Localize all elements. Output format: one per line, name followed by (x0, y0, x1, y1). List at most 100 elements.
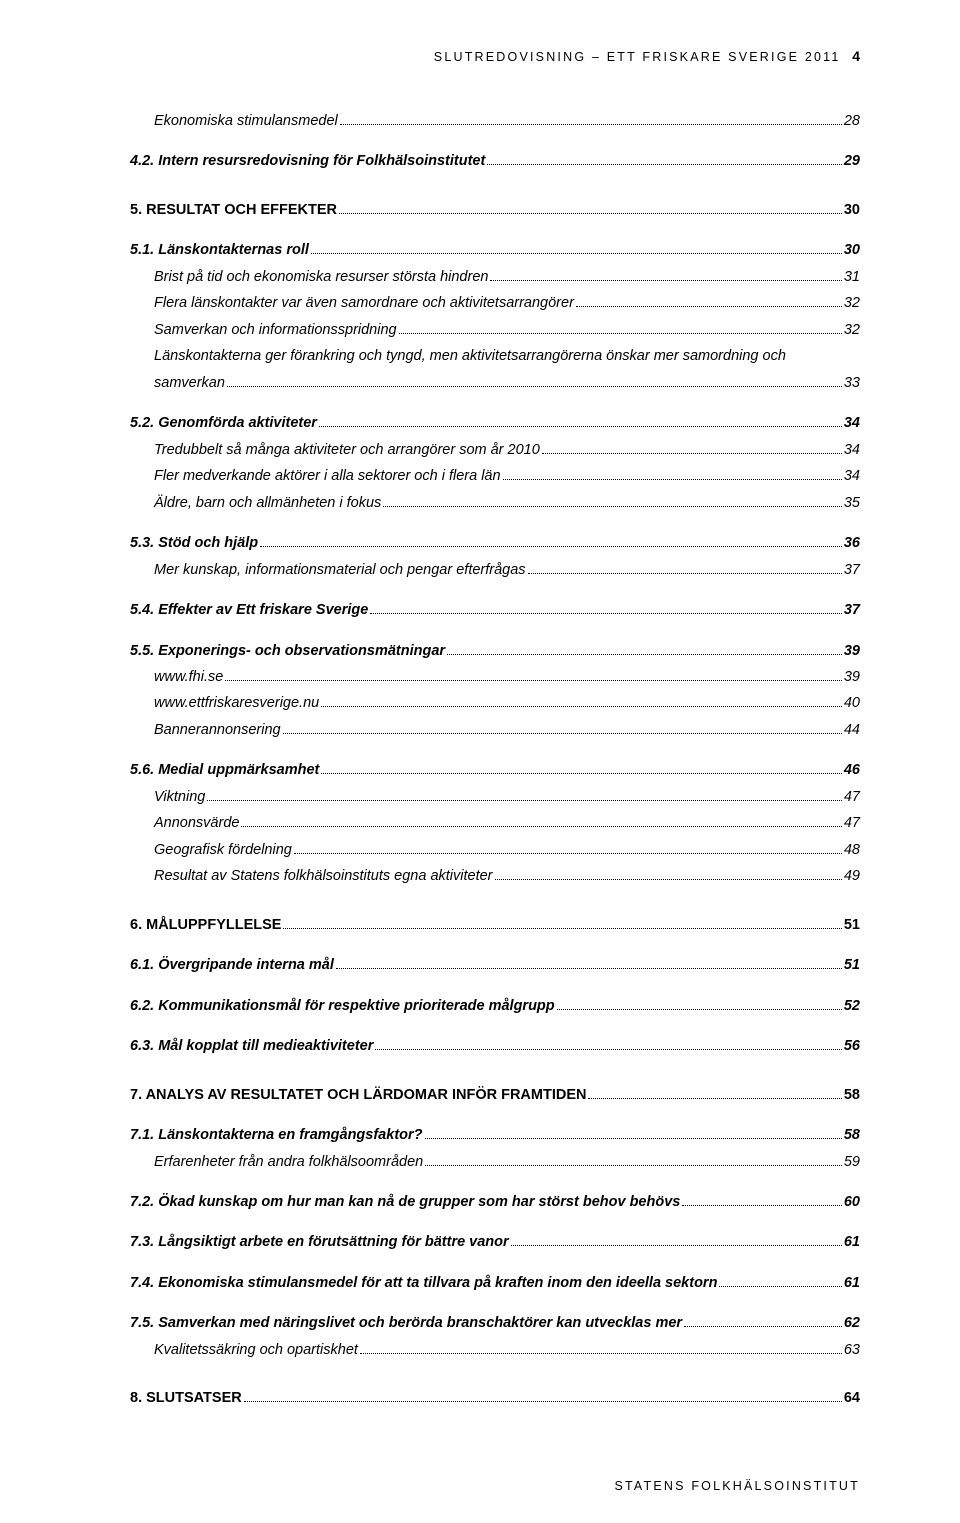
toc-label: Flera länskontakter var även samordnare … (154, 292, 574, 314)
toc-leader (542, 444, 842, 454)
toc-label: 8. SLUTSATSER (130, 1387, 242, 1409)
toc-page: 30 (844, 239, 860, 261)
toc-label: 6.2. Kommunikationsmål för respektive pr… (130, 995, 555, 1017)
toc-entry: 7.3. Långsiktigt arbete en förutsättning… (130, 1231, 860, 1253)
toc-leader (684, 1317, 842, 1327)
toc-entry: 5.1. Länskontakternas roll30 (130, 239, 860, 261)
toc-page: 39 (844, 640, 860, 662)
toc-page: 44 (844, 719, 860, 741)
toc-leader (375, 1040, 842, 1050)
toc-page: 61 (844, 1231, 860, 1253)
toc-label: www.ettfriskaresverige.nu (154, 692, 319, 714)
toc-entry: Tredubbelt så många aktiviteter och arra… (154, 439, 860, 461)
toc-label: 4.2. Intern resursredovisning för Folkhä… (130, 150, 485, 172)
toc-leader (227, 377, 842, 387)
toc-page: 48 (844, 839, 860, 861)
toc-page: 32 (844, 319, 860, 341)
toc-label: 7.5. Samverkan med näringslivet och berö… (130, 1312, 682, 1334)
toc-leader (283, 919, 841, 929)
toc-label: 6. MÅLUPPFYLLELSE (130, 914, 281, 936)
toc-entry: Resultat av Statens folkhälsoinstituts e… (154, 865, 860, 887)
toc-page: 34 (844, 465, 860, 487)
running-head: SLUTREDOVISNING – ETT FRISKARE SVERIGE 2… (130, 48, 860, 64)
toc-page: 51 (844, 954, 860, 976)
toc-page: 47 (844, 786, 860, 808)
toc-entry: Viktning 47 (154, 786, 860, 808)
toc-entry: 6.3. Mål kopplat till medieaktiviteter56 (130, 1035, 860, 1057)
toc-label: 7.1. Länskontakterna en framgångsfaktor? (130, 1124, 423, 1146)
toc-page: 29 (844, 150, 860, 172)
toc-leader (225, 671, 842, 681)
toc-page: 30 (844, 199, 860, 221)
toc-entry: 6. MÅLUPPFYLLELSE 51 (130, 914, 860, 936)
toc-label: Länskontakterna ger förankring och tyngd… (154, 345, 786, 367)
toc-page: 61 (844, 1272, 860, 1294)
toc-leader (283, 724, 842, 734)
toc-leader (557, 1000, 842, 1010)
toc-label: Geografisk fördelning (154, 839, 292, 861)
toc-entry: 4.2. Intern resursredovisning för Folkhä… (130, 150, 860, 172)
toc-label: Brist på tid och ekonomiska resurser stö… (154, 266, 488, 288)
toc-label: Tredubbelt så många aktiviteter och arra… (154, 439, 540, 461)
toc-label: 5.6. Medial uppmärksamhet (130, 759, 319, 781)
toc-page: 64 (844, 1387, 860, 1409)
toc-entry: 7.4. Ekonomiska stimulansmedel för att t… (130, 1272, 860, 1294)
toc-label: 5.5. Exponerings- och observationsmätnin… (130, 640, 445, 662)
toc-entry: Geografisk fördelning 48 (154, 839, 860, 861)
toc-leader (383, 496, 842, 506)
toc-label: Viktning (154, 786, 205, 808)
toc-leader (719, 1277, 841, 1287)
toc-page: 36 (844, 532, 860, 554)
toc-label: 6.1. Övergripande interna mål (130, 954, 334, 976)
toc-page: 37 (844, 559, 860, 581)
toc-entry: Bannerannonsering 44 (154, 719, 860, 741)
toc-label: 7.3. Långsiktigt arbete en förutsättning… (130, 1231, 509, 1253)
toc-entry: Mer kunskap, informationsmaterial och pe… (154, 559, 860, 581)
toc-leader (207, 791, 842, 801)
toc-leader (294, 844, 842, 854)
toc-entry: 5.6. Medial uppmärksamhet46 (130, 759, 860, 781)
toc-page: 34 (844, 439, 860, 461)
toc-label: Bannerannonsering (154, 719, 281, 741)
toc-entry: 7.5. Samverkan med näringslivet och berö… (130, 1312, 860, 1334)
toc-page: 34 (844, 412, 860, 434)
toc-leader (319, 417, 842, 427)
toc-leader (244, 1392, 842, 1402)
toc-entry: Äldre, barn och allmänheten i fokus35 (154, 492, 860, 514)
toc-label: samverkan (154, 372, 225, 394)
toc-entry: www.fhi.se39 (154, 666, 860, 688)
toc-label: Fler medverkande aktörer i alla sektorer… (154, 465, 501, 487)
toc-page: 51 (844, 914, 860, 936)
toc-entry: Flera länskontakter var även samordnare … (154, 292, 860, 314)
toc-leader (495, 870, 842, 880)
toc-leader (321, 697, 842, 707)
toc-label: 5.3. Stöd och hjälp (130, 532, 258, 554)
toc-page: 31 (844, 266, 860, 288)
toc-label: 5.2. Genomförda aktiviteter (130, 412, 317, 434)
toc-page: 60 (844, 1191, 860, 1213)
toc-page: 39 (844, 666, 860, 688)
toc-leader (425, 1129, 842, 1139)
page-number: 4 (852, 48, 860, 64)
toc-leader (370, 604, 842, 614)
toc-leader (682, 1196, 842, 1206)
toc-entry: 5.4. Effekter av Ett friskare Sverige37 (130, 599, 860, 621)
toc-leader (588, 1088, 841, 1098)
toc-entry: Ekonomiska stimulansmedel28 (154, 110, 860, 132)
toc-entry: 5. RESULTAT OCH EFFEKTER30 (130, 199, 860, 221)
toc-entry: Brist på tid och ekonomiska resurser stö… (154, 266, 860, 288)
toc-leader (399, 324, 842, 334)
toc-entry: 7.1. Länskontakterna en framgångsfaktor?… (130, 1124, 860, 1146)
toc-leader (490, 271, 841, 281)
toc-entry: 6.1. Övergripande interna mål 51 (130, 954, 860, 976)
toc-leader (425, 1155, 842, 1165)
toc-label: Kvalitetssäkring och opartiskhet (154, 1339, 358, 1361)
toc-leader (576, 297, 842, 307)
toc-page: 58 (844, 1124, 860, 1146)
toc-entry: 5.5. Exponerings- och observationsmätnin… (130, 640, 860, 662)
toc-page: 56 (844, 1035, 860, 1057)
toc-page: 63 (844, 1339, 860, 1361)
toc-page: 49 (844, 865, 860, 887)
toc-label: Äldre, barn och allmänheten i fokus (154, 492, 381, 514)
toc-leader (339, 204, 842, 214)
